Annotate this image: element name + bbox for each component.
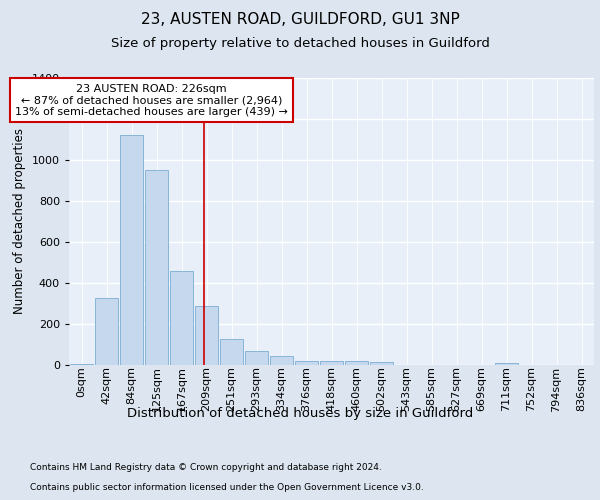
Bar — [344, 361, 368, 365]
Bar — [170, 270, 193, 365]
Bar — [70, 364, 94, 365]
Bar — [320, 361, 343, 365]
Y-axis label: Number of detached properties: Number of detached properties — [13, 128, 26, 314]
Bar — [194, 306, 218, 365]
Bar — [269, 356, 293, 365]
Bar — [220, 340, 244, 365]
Bar — [119, 135, 143, 365]
Bar — [295, 361, 319, 365]
Text: Size of property relative to detached houses in Guildford: Size of property relative to detached ho… — [110, 38, 490, 51]
Bar — [245, 350, 268, 365]
Text: 23, AUSTEN ROAD, GUILDFORD, GU1 3NP: 23, AUSTEN ROAD, GUILDFORD, GU1 3NP — [140, 12, 460, 28]
Text: Contains HM Land Registry data © Crown copyright and database right 2024.: Contains HM Land Registry data © Crown c… — [30, 464, 382, 472]
Text: Contains public sector information licensed under the Open Government Licence v3: Contains public sector information licen… — [30, 484, 424, 492]
Bar — [370, 362, 394, 365]
Bar — [494, 363, 518, 365]
Text: 23 AUSTEN ROAD: 226sqm
← 87% of detached houses are smaller (2,964)
13% of semi-: 23 AUSTEN ROAD: 226sqm ← 87% of detached… — [15, 84, 288, 117]
Bar — [145, 170, 169, 365]
Bar — [95, 298, 118, 365]
Text: Distribution of detached houses by size in Guildford: Distribution of detached houses by size … — [127, 408, 473, 420]
